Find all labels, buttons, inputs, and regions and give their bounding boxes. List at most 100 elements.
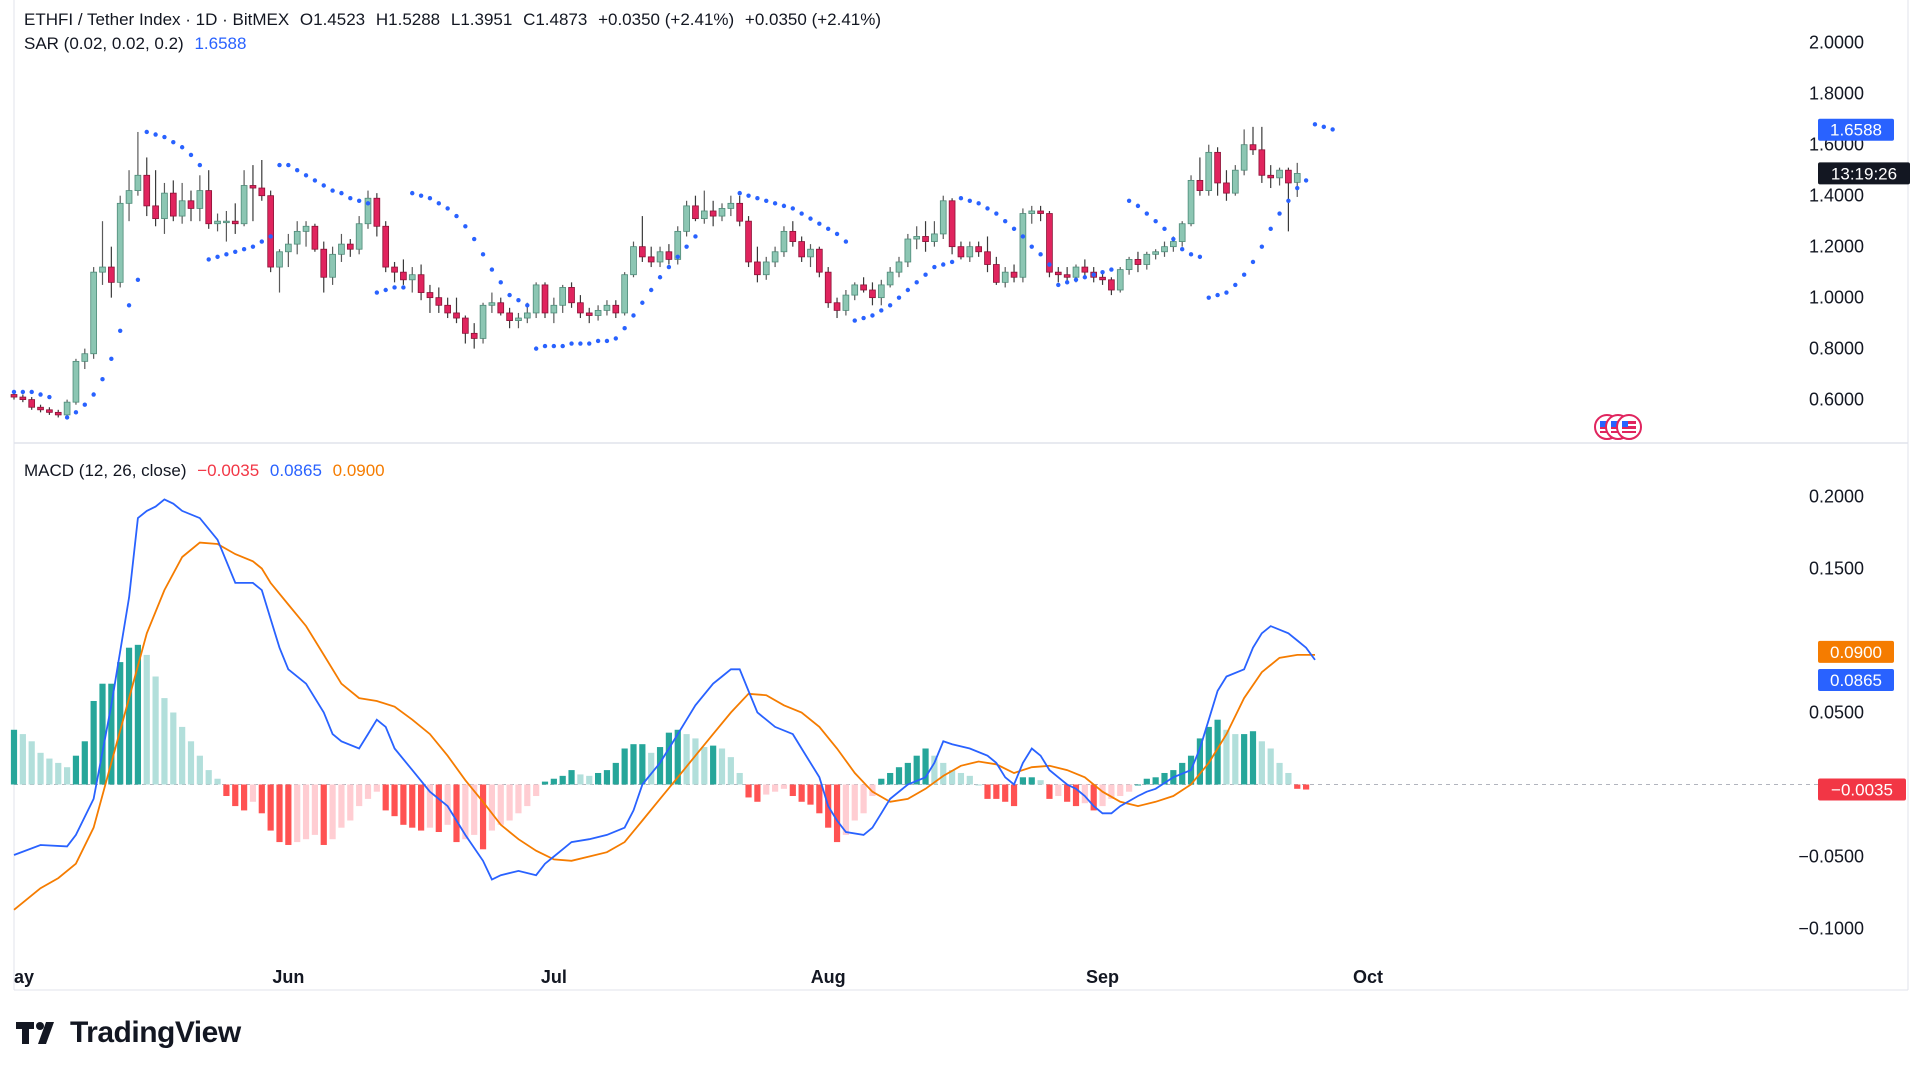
sar-dot [560, 343, 565, 349]
candle-body [1293, 173, 1301, 183]
macd-histogram-bar [710, 745, 717, 785]
tradingview-logo[interactable]: TradingView [16, 1016, 241, 1050]
macd-histogram-bar [718, 748, 726, 785]
macd-legend[interactable]: MACD (12, 26, close) −0.0035 0.0865 0.09… [24, 461, 391, 481]
candle-body [152, 205, 159, 220]
candle-body [780, 230, 788, 253]
sar-dot [861, 315, 866, 321]
macd-histogram-bar [842, 784, 849, 835]
macd-histogram-bar [134, 644, 141, 785]
sar-dot [1330, 127, 1335, 132]
sar-dot [472, 236, 477, 242]
sar-dot [870, 313, 875, 318]
candle-body [19, 396, 27, 401]
sar-dot [153, 132, 158, 137]
sar-dot [82, 402, 88, 407]
legend-symbol[interactable]: ETHFI / Tether Index · 1D · BitMEX [24, 10, 290, 29]
macd-histogram-bar [869, 784, 876, 797]
candle-body [1152, 251, 1159, 255]
sar-dot [356, 198, 362, 203]
candle-body [99, 266, 106, 273]
sar-legend[interactable]: SAR (0.02, 0.02, 0.2) 1.6588 [24, 34, 252, 54]
sar-legend-value: 1.6588 [194, 34, 247, 53]
candle-body [54, 411, 62, 416]
sar-dot [392, 285, 397, 290]
candle-body [1231, 169, 1239, 194]
candle-body [382, 225, 390, 268]
macd-histogram-bar [232, 784, 239, 807]
macd-histogram-bar [568, 770, 575, 785]
candle-body [656, 251, 664, 263]
sar-dot [188, 152, 194, 158]
sar-dot [887, 303, 893, 308]
sar-dot [162, 134, 167, 140]
macd-hist-badge-bg [1818, 778, 1906, 801]
sar-dot [666, 264, 672, 270]
macd-histogram-bar [603, 770, 611, 785]
macd-histogram-bar [347, 784, 354, 821]
price-axis-tick-label: 0.6000 [1809, 390, 1864, 410]
price-legend: ETHFI / Tether Index · 1D · BitMEX O1.45… [24, 10, 887, 30]
price-axis-tick-label: 1.2000 [1809, 237, 1864, 257]
sar-dot [834, 231, 840, 237]
macd-histogram-bar [1081, 784, 1088, 804]
sar-dot [224, 252, 229, 257]
macd-histogram-bar [241, 784, 248, 811]
sar-dot [348, 196, 353, 201]
candle-body [63, 401, 71, 416]
macd-histogram-bar [940, 762, 947, 785]
macd-histogram-bar [727, 757, 734, 785]
sar-dot [144, 129, 149, 135]
sar-dot [330, 188, 335, 193]
candle-body [37, 406, 44, 411]
sar-dot [197, 162, 203, 168]
macd-hist-badge-text: −0.0035 [1831, 781, 1893, 800]
candle-body [196, 190, 204, 209]
candle-body [231, 220, 239, 225]
candle-body [639, 246, 646, 258]
candle-body [391, 266, 398, 273]
sar-dot [1020, 234, 1026, 239]
macd-histogram-bar [1241, 734, 1248, 785]
sar-dot [1277, 211, 1282, 216]
macd-histogram-bar [81, 741, 88, 785]
time-axis-tick-label: Sep [1086, 967, 1119, 987]
sar-legend-label: SAR (0.02, 0.02, 0.2) [24, 34, 184, 53]
macd-histogram-bar [462, 784, 469, 840]
sar-dot [206, 257, 211, 262]
macd-histogram-bar [878, 778, 885, 785]
macd-histogram-bar [55, 762, 62, 785]
candle-body [1267, 174, 1275, 179]
sar-dot [914, 280, 919, 285]
candle-body [479, 304, 487, 339]
candle-body [302, 225, 310, 232]
countdown-badge-bg [1818, 162, 1910, 185]
sar-dot [241, 247, 247, 252]
price-axis-tick-label: 1.0000 [1809, 288, 1864, 308]
sar-dot [277, 162, 282, 168]
sar-dot [649, 287, 654, 293]
macd-histogram-bar [302, 784, 310, 840]
macd-histogram-bar [550, 778, 557, 785]
macd-histogram-bar [612, 762, 619, 785]
sar-dot [91, 392, 96, 397]
candle-body [523, 312, 531, 319]
macd-axis-tick-label: 0.1500 [1809, 559, 1864, 579]
macd-histogram-bar [1002, 784, 1009, 802]
sar-dot [463, 224, 468, 229]
macd-histogram-bar [205, 770, 212, 785]
macd-histogram-bar [895, 767, 903, 785]
sar-dot [684, 244, 689, 249]
candle-body [1249, 144, 1257, 151]
macd-histogram-bar [1303, 784, 1310, 790]
sar-dot [286, 162, 291, 168]
candle-body [975, 246, 982, 253]
price-axis-tick-label: 0.8000 [1809, 339, 1864, 359]
candle-body [833, 302, 841, 311]
macd-axis-tick-label: −0.0500 [1798, 846, 1864, 866]
sar-dot [445, 206, 450, 211]
candle-body [727, 202, 735, 209]
macd-histogram-bar [1055, 784, 1062, 797]
candle-body [267, 195, 274, 268]
